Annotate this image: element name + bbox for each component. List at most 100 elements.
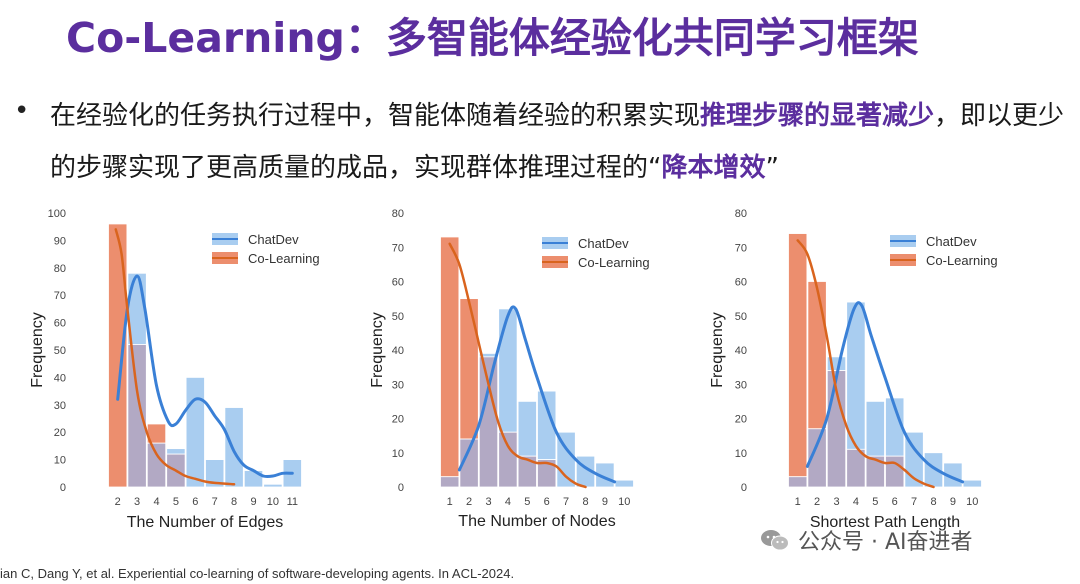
x-tick-label: 1: [795, 496, 801, 508]
x-tick-label: 3: [485, 496, 491, 508]
y-tick-label: 50: [392, 311, 404, 323]
y-tick-label: 10: [392, 448, 404, 460]
citation-text: ian C, Dang Y, et al. Experiential co-le…: [0, 566, 515, 581]
overlap-bar: [885, 455, 905, 488]
chatdev-bar: [205, 459, 225, 488]
y-tick-label: 80: [392, 208, 404, 220]
y-tick-label: 20: [54, 427, 66, 439]
colearning-bar: [788, 233, 808, 478]
x-tick-label: 10: [966, 496, 978, 508]
y-tick-label: 40: [392, 345, 404, 357]
colearning-bar: [440, 236, 460, 478]
chart-3: 0 10 20 30 40 50 60 70 80 1 2 3 4 5 6 7 8 9 10 ChatDev Co-Le…: [709, 208, 998, 531]
x-tick-label: 11: [287, 496, 298, 508]
y-tick-label: 30: [735, 379, 747, 391]
legend-label: ChatDev: [926, 234, 977, 249]
chatdev-bar: [166, 448, 186, 455]
x-tick-label: 9: [602, 496, 608, 508]
colearning-bar: [807, 281, 827, 430]
x-tick-label: 6: [892, 496, 898, 508]
y-axis-label: Frequency: [369, 312, 386, 388]
x-tick-label: 3: [833, 496, 839, 508]
chatdev-bar: [498, 308, 518, 433]
x-tick-label: 5: [872, 496, 878, 508]
slide-title: Co-Learning：多智能体经验化共同学习框架: [66, 14, 919, 62]
bullet-text-part2: ，即以更少的步骤实现了更高质量的成品，实现群体推理过程的“: [50, 101, 1065, 183]
chatdev-bar: [517, 400, 537, 457]
overlap-bar: [537, 459, 557, 488]
x-tick-label: 8: [930, 496, 936, 508]
bullet-text-part1: 在经验化的任务执行过程中，智能体随着经验的积累实现: [50, 101, 701, 131]
x-tick-label: 10: [618, 496, 630, 508]
y-tick-label: 30: [54, 400, 66, 412]
y-tick-label: 40: [735, 345, 747, 357]
x-tick-label: 9: [950, 496, 956, 508]
colearning-bar: [459, 298, 479, 440]
overlap-bar: [440, 476, 460, 488]
y-tick-label: 60: [735, 277, 747, 289]
chatdev-bar: [865, 400, 885, 457]
x-tick-label: 1: [447, 496, 453, 508]
chatdev-bar: [263, 483, 283, 488]
colearning-bar: [108, 223, 128, 488]
y-tick-label: 20: [735, 414, 747, 426]
y-tick-label: 20: [392, 414, 404, 426]
y-tick-label: 0: [741, 482, 747, 494]
overlap-bar: [459, 438, 479, 488]
y-tick-label: 70: [735, 242, 747, 254]
y-tick-label: 70: [392, 242, 404, 254]
overlap-bar: [127, 344, 147, 488]
chatdev-bar: [614, 479, 634, 488]
wechat-icon: [761, 530, 789, 551]
bullet-highlight-2: 降本增效: [661, 153, 766, 183]
chatdev-bar: [962, 479, 982, 488]
watermark-text: 公众号 · AI奋进者: [798, 530, 973, 555]
y-tick-label: 60: [54, 318, 66, 330]
watermark: 公众号 · AI奋进者: [760, 524, 973, 556]
x-tick-label: 2: [115, 496, 121, 508]
y-tick-label: 80: [54, 263, 66, 275]
x-tick-label: 8: [582, 496, 588, 508]
overlap-bar: [478, 356, 499, 488]
legend-label: Co-Learning: [926, 253, 998, 268]
y-tick-label: 0: [398, 482, 404, 494]
chatdev-kde-line: [116, 274, 294, 479]
x-tick-label: 6: [544, 496, 550, 508]
x-tick-label: 9: [250, 496, 256, 508]
y-tick-label: 40: [54, 372, 66, 384]
chatdev-kde-line: [457, 305, 617, 484]
x-tick-label: 8: [231, 496, 237, 508]
x-tick-label: 2: [814, 496, 820, 508]
overlap-bar: [517, 455, 537, 488]
chatdev-kde-line: [805, 301, 965, 484]
chart-1: 0 10 20 30 40 50 60 70 80 90 100 2 3 4 5 6 7 8 9 10 11 ChatDe…: [29, 208, 320, 531]
y-tick-label: 50: [54, 345, 66, 357]
bullet-highlight-1: 推理步骤的显著减少: [700, 101, 935, 131]
y-tick-label: 10: [735, 448, 747, 460]
x-tick-label: 6: [192, 496, 198, 508]
x-tick-label: 4: [505, 496, 511, 508]
y-tick-label: 50: [735, 311, 747, 323]
x-axis-label: The Number of Nodes: [458, 513, 615, 530]
overlap-bar: [807, 428, 827, 488]
overlap-bar: [498, 431, 518, 488]
x-tick-label: 2: [466, 496, 472, 508]
x-tick-label: 7: [911, 496, 917, 508]
x-tick-label: 4: [153, 496, 159, 508]
chatdev-bar: [185, 376, 205, 488]
y-axis-label: Frequency: [709, 312, 726, 388]
colearning-kde-line: [448, 242, 587, 489]
x-axis-label: The Number of Edges: [127, 514, 284, 531]
x-tick-label: 3: [134, 496, 140, 508]
y-tick-label: 0: [60, 482, 66, 494]
legend-label: ChatDev: [578, 236, 629, 251]
bullet-text-part3: ”: [765, 153, 779, 183]
overlap-bar: [146, 442, 167, 488]
y-tick-label: 10: [54, 455, 66, 467]
chart-2: 0 10 20 30 40 50 60 70 80 1 2 3 4 5 6 7 8 9 10 ChatDev Co-Le…: [369, 208, 650, 530]
colearning-kde-line: [796, 239, 935, 489]
colearning-kde-line: [114, 228, 236, 486]
overlap-bar: [865, 455, 885, 488]
x-tick-label: 7: [563, 496, 569, 508]
